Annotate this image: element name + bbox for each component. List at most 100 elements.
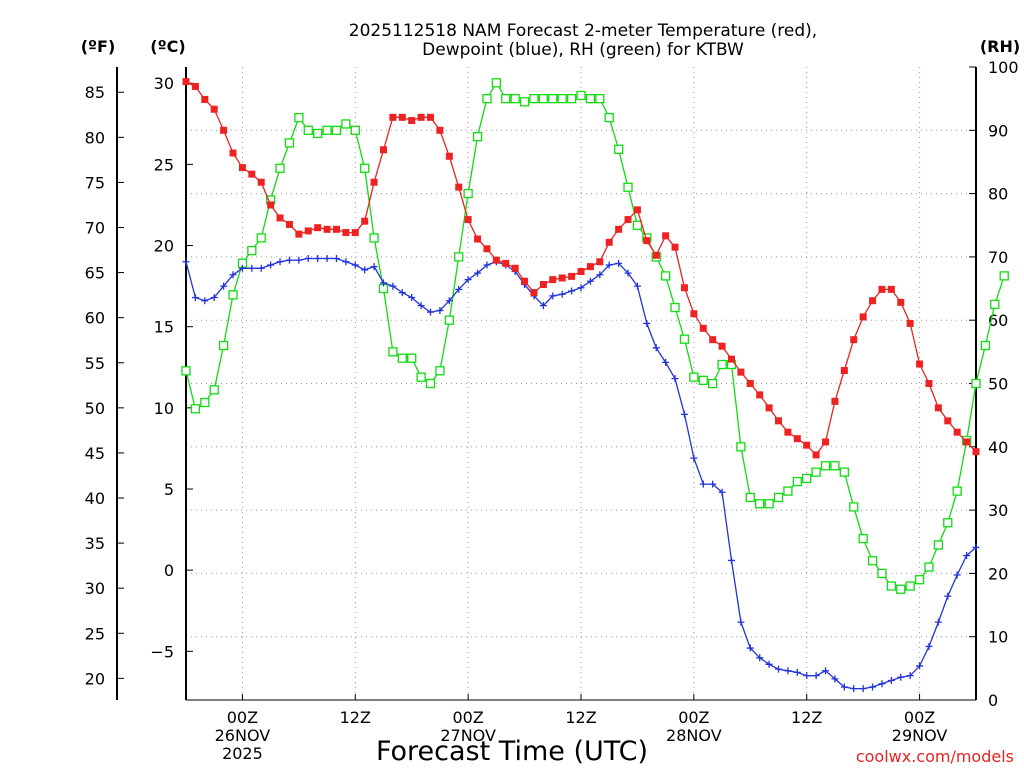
temperature-point [605,238,613,246]
dewpoint-point [756,654,764,662]
time-tick-label: 00Z [227,708,258,727]
rh-point [247,245,257,256]
dewpoint-point [539,302,547,310]
rh-point [679,334,690,344]
dewpoint-point [615,259,623,267]
temperature-point [248,170,256,178]
dewpoint-point [389,282,397,290]
temperature-point [643,237,651,245]
rh-point [275,163,285,173]
rh-tick-label: 40 [988,438,1008,457]
rh-point [877,568,887,579]
dewpoint-point [267,261,275,269]
temperature-point [332,225,340,233]
rh-point [717,359,727,370]
temperature-point [662,232,670,240]
temperature-point [342,229,350,237]
temperature-point [633,206,641,214]
rh-point [736,442,746,452]
dewpoint-point [662,358,670,366]
time-tick-label: 00Z [904,708,935,727]
temperature-point [285,220,293,228]
temperature-point [831,397,839,405]
temperature-point [916,360,924,368]
rh-point [980,340,991,351]
dewpoint-point [257,264,265,272]
temperature-point [972,448,980,456]
dewpoint-point [568,287,576,295]
time-tick-label: 12Z [791,708,822,727]
dewpoint-point [822,667,830,675]
dewpoint-point [295,256,303,264]
temperature-point [492,256,500,264]
rh-unit-label: (RH) [980,37,1020,56]
temperature-point [427,113,435,121]
dewpoint-point [605,261,613,269]
dewpoint-point [765,660,773,668]
temperature-point [869,297,877,305]
temperature-point [822,438,830,446]
dewpoint-point [427,308,435,316]
temperature-point [220,126,228,134]
rh-point [190,404,201,414]
rh-point [792,476,802,487]
rh-point [990,299,1000,310]
temperature-point [690,310,698,318]
rh-point [924,562,934,572]
rh-point [811,467,821,477]
rh-point [519,97,530,107]
temperature-point [944,417,952,425]
temperature-point [793,435,801,443]
rh-point [839,467,849,477]
chart-title: 2025112518 NAM Forecast 2-meter Temperat… [349,21,817,41]
dewpoint-point [775,665,782,673]
dewpoint-point [417,302,425,310]
rh-point [313,128,323,139]
rh-point [802,473,812,484]
temperature-point [295,230,303,238]
rh-point [689,372,699,382]
temperature-point [671,243,679,251]
dewpoint-point [445,297,453,305]
fahrenheit-tick-label: 50 [85,399,105,418]
temperature-point [210,105,218,113]
rh-point [341,119,351,129]
temperature-point [445,152,453,160]
rh-point [463,188,473,199]
grid-lines [186,67,976,700]
temperature-point [840,367,848,375]
celsius-tick-label: 20 [154,237,174,256]
rh-point [256,233,266,243]
temperature-point [304,227,312,235]
dewpoint-point [361,266,369,274]
rh-point [557,94,567,104]
dewpoint-point [972,543,980,551]
rh-point [369,233,379,243]
rh-tick-label: 30 [988,501,1008,520]
temperature-point [436,126,444,134]
dewpoint-point [812,672,820,680]
rh-point [435,366,445,376]
temperature-point [389,113,397,121]
celsius-unit-label: (ºC) [150,37,185,56]
rh-point [388,347,398,357]
dewpoint-point [436,306,444,314]
rh-point [830,461,840,471]
temperature-point [586,263,594,271]
temperature-point [765,404,773,412]
rh-point [971,378,981,389]
fahrenheit-tick-label: 75 [85,173,105,192]
fahrenheit-unit-label: (ºF) [81,37,116,56]
rh-point [896,584,906,594]
rh-tick-label: 70 [988,248,1008,267]
fahrenheit-tick-label: 80 [85,128,105,147]
dewpoint-point [953,571,961,579]
rh-point [416,372,426,382]
dewpoint-point [201,297,209,305]
temperature-point [709,336,717,344]
temperature-point [953,428,961,436]
temperature-point [812,451,820,459]
rh-tick-label: 0 [988,691,998,710]
temperature-point [455,183,463,191]
